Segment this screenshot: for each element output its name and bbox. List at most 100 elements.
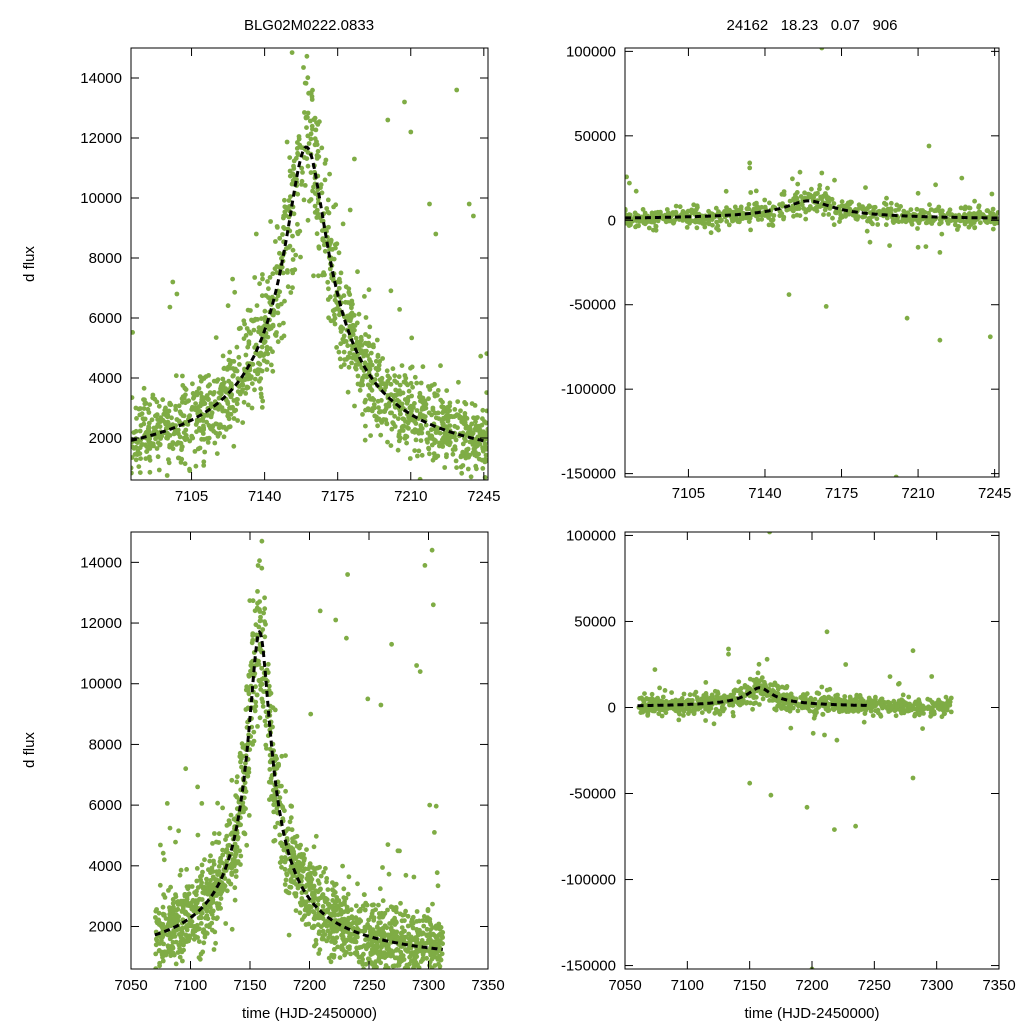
- data-point: [282, 866, 288, 872]
- data-point: [743, 700, 749, 706]
- data-point: [325, 197, 331, 203]
- data-point: [393, 906, 399, 911]
- model-curve: [154, 629, 443, 951]
- data-point: [291, 853, 297, 859]
- data-point: [724, 695, 730, 701]
- data-point: [414, 663, 419, 668]
- data-point: [252, 608, 258, 614]
- data-point: [270, 271, 276, 277]
- data-point: [221, 380, 227, 385]
- data-point: [305, 75, 311, 81]
- data-point: [937, 250, 943, 255]
- data-point: [313, 127, 319, 133]
- data-point: [746, 202, 752, 207]
- data-point: [396, 434, 402, 439]
- data-point: [939, 231, 945, 237]
- data-point: [395, 848, 401, 854]
- data-point: [396, 438, 402, 444]
- data-point: [639, 695, 644, 701]
- data-point: [204, 914, 209, 920]
- data-point: [887, 243, 892, 249]
- data-point: [702, 221, 708, 226]
- data-point: [207, 858, 213, 864]
- data-point: [354, 917, 360, 923]
- data-point: [209, 912, 215, 917]
- data-point: [412, 374, 418, 380]
- data-point: [652, 667, 658, 672]
- data-point: [257, 607, 262, 612]
- data-point: [163, 405, 168, 411]
- data-point: [388, 953, 394, 959]
- data-point: [633, 188, 639, 194]
- data-point: [738, 216, 744, 222]
- model-curve: [625, 199, 999, 220]
- data-point: [385, 117, 391, 123]
- data-point: [384, 925, 390, 931]
- data-point: [460, 441, 466, 447]
- data-point: [426, 396, 431, 402]
- data-point: [286, 932, 292, 938]
- data-point: [411, 874, 417, 880]
- data-point: [385, 932, 391, 938]
- data-point: [232, 854, 238, 859]
- data-point: [309, 876, 315, 882]
- data-point: [864, 228, 870, 234]
- data-point: [313, 866, 319, 871]
- data-point: [387, 375, 392, 381]
- data-point: [920, 726, 925, 731]
- data-point: [873, 708, 878, 714]
- data-point: [317, 608, 323, 614]
- data-point: [424, 926, 430, 932]
- data-point: [423, 422, 429, 428]
- data-point: [366, 368, 372, 373]
- data-point: [438, 397, 444, 403]
- data-point: [354, 320, 360, 326]
- data-point: [320, 236, 326, 242]
- data-point: [161, 941, 167, 947]
- data-point: [256, 360, 261, 366]
- data-point: [754, 200, 759, 206]
- data-point: [267, 767, 273, 772]
- data-point: [183, 932, 189, 938]
- data-point: [347, 324, 353, 329]
- data-point: [307, 885, 313, 891]
- data-point: [182, 938, 188, 944]
- data-point: [926, 210, 931, 216]
- data-point: [397, 382, 403, 388]
- data-point: [372, 946, 378, 951]
- data-point: [173, 907, 179, 913]
- data-point: [226, 842, 232, 848]
- data-point: [195, 832, 201, 838]
- data-point: [641, 706, 647, 712]
- data-point: [314, 153, 320, 158]
- data-point: [399, 424, 405, 430]
- data-point: [794, 190, 800, 195]
- data-point: [430, 925, 435, 930]
- data-point: [256, 325, 262, 331]
- y-tick-label: 0: [608, 212, 616, 229]
- data-point: [381, 381, 387, 387]
- data-point: [416, 430, 422, 436]
- data-point: [250, 361, 256, 367]
- data-point: [926, 219, 931, 225]
- data-point: [309, 94, 315, 99]
- data-point: [460, 449, 466, 455]
- data-point: [260, 276, 265, 282]
- data-point: [144, 449, 150, 454]
- data-point: [375, 352, 381, 358]
- data-point: [762, 679, 767, 685]
- data-point: [187, 935, 193, 941]
- data-point: [186, 414, 192, 420]
- data-point: [944, 218, 950, 224]
- data-point: [735, 219, 741, 225]
- data-point: [888, 200, 894, 206]
- data-point: [213, 940, 219, 946]
- data-point: [322, 161, 328, 166]
- data-point: [178, 867, 184, 873]
- data-point: [331, 928, 337, 934]
- data-point: [892, 708, 898, 714]
- data-point: [673, 697, 679, 703]
- data-point: [215, 800, 221, 806]
- data-point: [748, 227, 753, 233]
- data-point: [634, 223, 640, 229]
